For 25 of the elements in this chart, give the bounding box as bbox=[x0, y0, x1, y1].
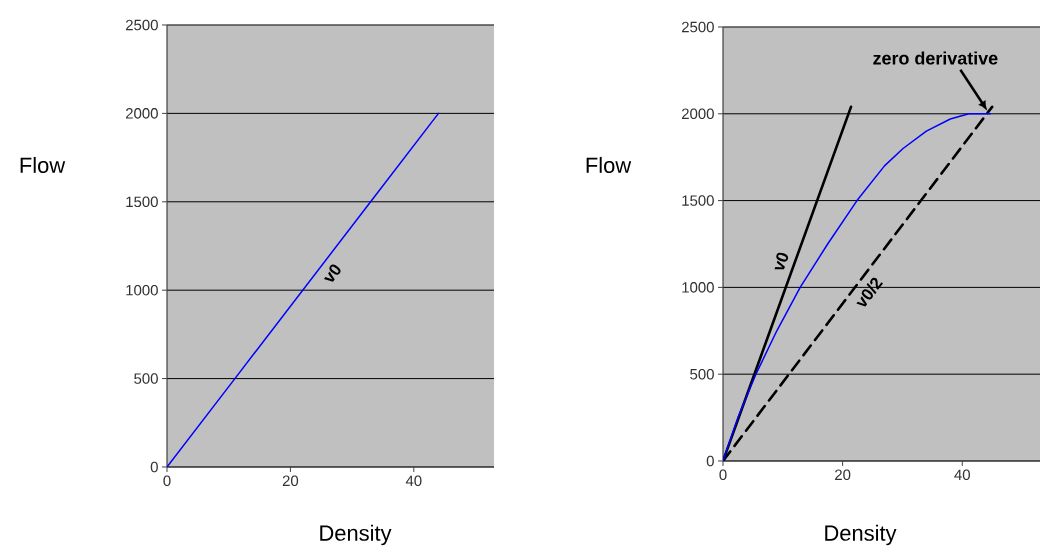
x-tick-label: 40 bbox=[954, 469, 970, 481]
y-axis-title: Flow bbox=[586, 156, 632, 174]
y-tick-label: 500 bbox=[134, 373, 158, 384]
y-tick-label: 1500 bbox=[126, 196, 158, 208]
y-tick-label: 2500 bbox=[682, 21, 714, 33]
x-tick-label: 20 bbox=[282, 475, 299, 487]
text: v0 bbox=[323, 264, 341, 282]
x-tick-label: 0 bbox=[719, 469, 727, 481]
y-tick-label: 0 bbox=[706, 455, 714, 467]
text: v0 bbox=[774, 252, 789, 270]
x-tick-label: 20 bbox=[835, 469, 851, 481]
annotation: zero derivative bbox=[873, 51, 998, 65]
x-tick-label: 40 bbox=[405, 475, 422, 487]
y-tick-label: 0 bbox=[150, 461, 158, 473]
y-axis-title: Flow bbox=[20, 156, 66, 174]
y-tick-label: 1000 bbox=[682, 282, 714, 293]
x-tick-label: 0 bbox=[163, 475, 171, 487]
x-axis-title: Density bbox=[320, 524, 392, 546]
y-tick-label: 2000 bbox=[682, 108, 714, 120]
y-tick-label: 500 bbox=[690, 368, 714, 380]
y-tick-label: 2500 bbox=[126, 19, 158, 31]
y-tick-label: 1500 bbox=[682, 195, 714, 206]
x-axis-title: Density bbox=[825, 524, 897, 546]
y-tick-label: 2000 bbox=[126, 108, 158, 119]
y-tick-label: 1000 bbox=[126, 284, 158, 296]
